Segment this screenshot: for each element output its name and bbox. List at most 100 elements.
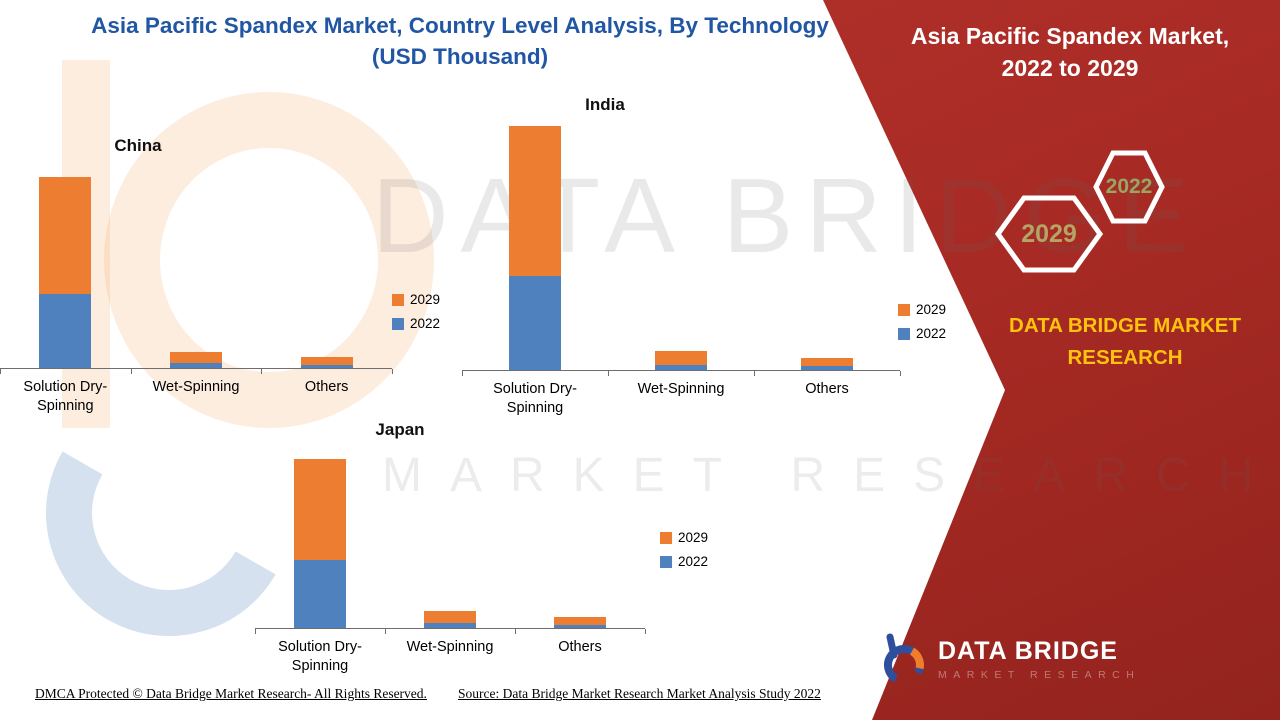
legend-swatch (898, 327, 910, 340)
bar-segment-2022 (801, 366, 853, 370)
bar-segment-2029 (294, 459, 346, 560)
legend-label: 2029 (916, 302, 947, 317)
legend-china: 2029 2022 (392, 292, 440, 331)
bar-segment-2029 (170, 352, 222, 363)
bar-column (0, 108, 132, 374)
hexagon-2022-label: 2022 (1105, 175, 1153, 198)
chart-title-japan: Japan (375, 420, 425, 439)
page-title-line2: (USD Thousand) (371, 44, 549, 70)
bar-segment-2022 (39, 294, 92, 368)
dmca-notice: DMCA Protected © Data Bridge Market Rese… (35, 686, 427, 701)
legend-label: 2029 (410, 292, 441, 307)
category-label: Solution Dry-Spinning (493, 381, 577, 417)
footer-logo: DATA BRIDGE MARKET RESEARCH (878, 632, 1140, 686)
bar-column (261, 108, 393, 374)
category-label: Others (558, 639, 602, 655)
bar-segment-2029 (300, 357, 353, 365)
bar-segment-2029 (39, 177, 92, 294)
right-panel-title-line2: 2022 to 2029 (1001, 55, 1139, 82)
stacked-bar (554, 617, 606, 628)
legend-swatch (898, 303, 910, 316)
stacked-bar (801, 358, 853, 370)
legend-item-2022: 2022 (660, 554, 708, 569)
legend-item-2029: 2029 (660, 530, 708, 545)
legend-item-2029: 2029 (898, 302, 946, 317)
hexagon-2022: 2022 (1093, 150, 1165, 224)
bar-segment-2029 (424, 611, 476, 623)
legend-swatch (392, 317, 404, 330)
category-label: Solution Dry-Spinning (278, 639, 362, 675)
brand-text: DATA BRIDGE MARKET RESEARCH (960, 310, 1280, 374)
logo-text-block: DATA BRIDGE MARKET RESEARCH (938, 637, 1140, 681)
category-label: Solution Dry-Spinning (23, 379, 108, 415)
stacked-bar (39, 177, 92, 368)
legend-swatch (660, 531, 672, 544)
bar-column (255, 368, 386, 634)
bar-segment-2029 (509, 126, 561, 276)
bar-column (462, 110, 609, 376)
category-label: Wet-Spinning (152, 379, 240, 395)
chart-china: Solution Dry-Spinning Wet-Spinning Others (0, 108, 393, 416)
chart-title-india: India (585, 95, 625, 114)
hexagon-2029-outline-icon (994, 195, 1104, 273)
bar-segment-2029 (554, 617, 606, 625)
legend-item-2029: 2029 (392, 292, 440, 307)
brand-text-line2: RESEARCH (1067, 345, 1183, 369)
bar-segment-2022 (424, 623, 476, 628)
source-note: Source: Data Bridge Market Research Mark… (458, 686, 821, 701)
hexagon-2029-label: 2029 (1021, 219, 1077, 248)
x-axis-labels-india: Solution Dry-Spinning Wet-Spinning Others (462, 371, 900, 418)
bar-column (385, 368, 516, 634)
legend-label: 2022 (678, 554, 709, 569)
plot-area-japan (255, 368, 646, 634)
page-title: Asia Pacific Spandex Market, Country Lev… (60, 10, 860, 72)
legend-japan: 2029 2022 (660, 530, 708, 569)
chart-title-china: China (114, 136, 162, 155)
data-bridge-logo-icon (884, 633, 924, 685)
category-label: Wet-Spinning (406, 639, 494, 655)
stacked-bar (294, 459, 346, 628)
page-title-line1: Asia Pacific Spandex Market, Country Lev… (91, 13, 829, 38)
legend-swatch (660, 555, 672, 568)
bar-column (131, 108, 263, 374)
stacked-bar (655, 351, 707, 370)
legend-label: 2022 (916, 326, 947, 341)
bar-segment-2029 (801, 358, 853, 366)
bar-segment-2022 (509, 276, 561, 370)
stacked-bar (300, 357, 353, 368)
chart-india: Solution Dry-Spinning Wet-Spinning Others (462, 110, 901, 418)
bar-segment-2022 (170, 363, 222, 368)
hexagon-2029: 2029 (994, 195, 1104, 273)
category-label: Others (805, 381, 849, 397)
right-panel-title: Asia Pacific Spandex Market, 2022 to 202… (905, 20, 1235, 84)
category-label: Wet-Spinning (637, 381, 725, 397)
bar-column (754, 110, 901, 376)
legend-label: 2022 (410, 316, 441, 331)
watermark-text-primary: DATA BRIDGE (372, 157, 1201, 275)
bar-column (515, 368, 646, 634)
logo-wordmark: DATA BRIDGE (938, 637, 1118, 665)
bar-column (608, 110, 755, 376)
chart-japan: Solution Dry-Spinning Wet-Spinning Others (255, 368, 646, 676)
plot-area-china (0, 108, 393, 374)
x-axis-labels-japan: Solution Dry-Spinning Wet-Spinning Others (255, 629, 645, 676)
bar-segment-2022 (655, 365, 707, 370)
brand-text-line1: DATA BRIDGE MARKET (1009, 314, 1241, 337)
stacked-bar (170, 352, 222, 368)
legend-item-2022: 2022 (392, 316, 440, 331)
stacked-bar (509, 126, 561, 370)
logo-tagline: MARKET RESEARCH (938, 669, 1141, 681)
bar-segment-2022 (294, 560, 346, 628)
bar-segment-2029 (655, 351, 707, 365)
bar-segment-2022 (554, 625, 606, 628)
watermark-text-secondary: MARKET RESEARCH (382, 449, 1280, 502)
legend-item-2022: 2022 (898, 326, 946, 341)
plot-area-india (462, 110, 901, 376)
legend-swatch (392, 293, 404, 306)
right-panel-title-line1: Asia Pacific Spandex Market, (910, 23, 1230, 49)
legend-label: 2029 (678, 530, 709, 545)
x-axis-labels-china: Solution Dry-Spinning Wet-Spinning Others (0, 369, 392, 416)
stacked-bar (424, 611, 476, 628)
hexagon-2022-outline-icon (1093, 150, 1165, 224)
